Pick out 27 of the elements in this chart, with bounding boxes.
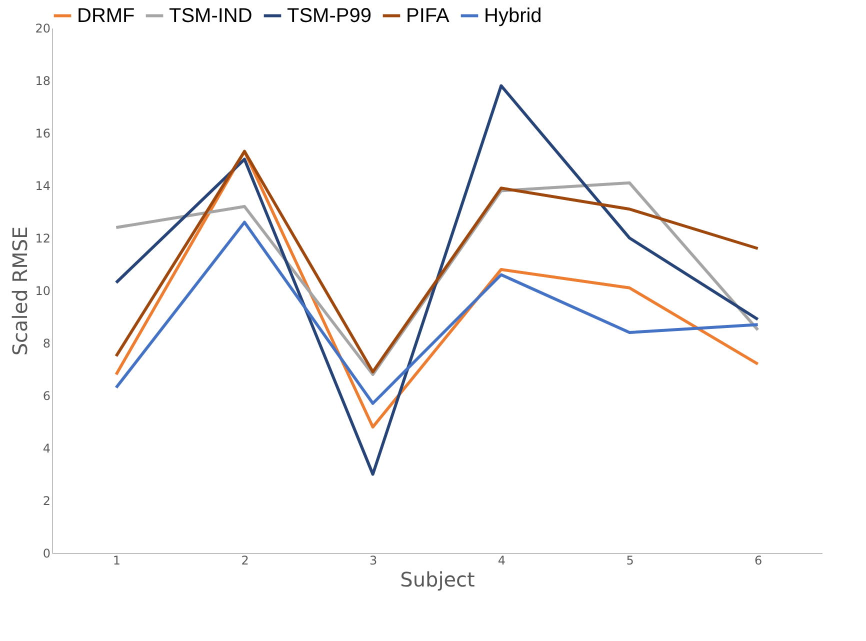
- line-series: [114, 150, 760, 374]
- y-tick-label: 12: [35, 232, 50, 246]
- y-tick-label: 0: [42, 546, 50, 560]
- x-tick-label: 6: [754, 554, 762, 568]
- y-tick-label: 6: [42, 389, 50, 403]
- y-tick-label: 20: [35, 22, 50, 36]
- legend-label: TSM-P99: [287, 4, 372, 27]
- y-axis-title: Scaled RMSE: [8, 226, 32, 356]
- line-series: [114, 84, 760, 476]
- x-tick-label: 5: [626, 554, 634, 568]
- legend-label: Hybrid: [484, 4, 542, 27]
- y-tick-label: 16: [35, 126, 50, 140]
- y-tick-label: 4: [42, 442, 50, 456]
- y-tick-label: 14: [35, 179, 50, 193]
- y-tick-label: 10: [35, 284, 50, 298]
- legend-label: PIFA: [406, 4, 450, 27]
- y-tick-label: 2: [42, 494, 50, 508]
- x-tick-label: 3: [370, 554, 378, 568]
- x-tick-label: 2: [241, 554, 249, 568]
- x-tick-label: 4: [498, 554, 506, 568]
- line-series: [114, 220, 760, 405]
- y-tick-label: 8: [42, 336, 50, 350]
- y-tick-label: 18: [35, 74, 50, 88]
- x-axis-title: Subject: [400, 568, 476, 592]
- legend-label: DRMF: [77, 4, 135, 27]
- legend-label: TSM-IND: [169, 4, 252, 27]
- x-tick-label: 1: [112, 554, 120, 568]
